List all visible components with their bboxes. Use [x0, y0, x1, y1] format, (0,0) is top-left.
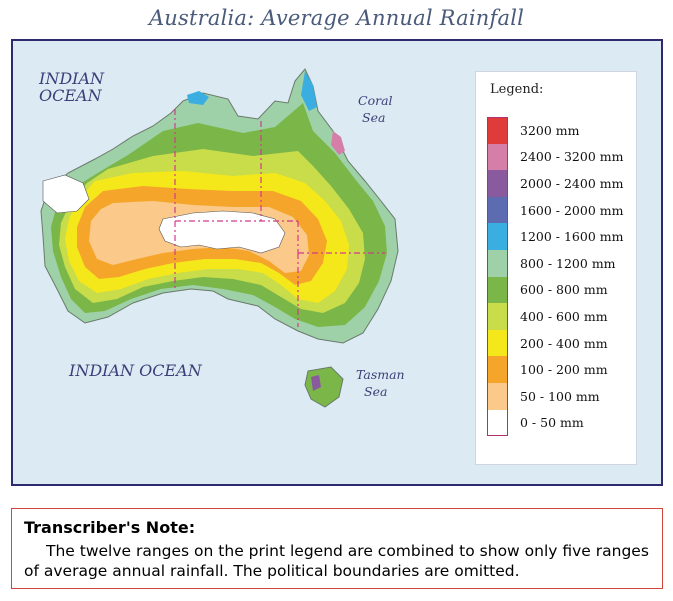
legend-label: 2000 - 2400 mm [520, 175, 624, 191]
coral-sea-line2: Sea [362, 109, 386, 125]
tasman-sea-line2: Sea [364, 383, 388, 399]
legend-label: 400 - 600 mm [520, 308, 608, 324]
tasmania [304, 366, 344, 408]
legend-label: 600 - 800 mm [520, 282, 608, 298]
cape-york-wet [301, 71, 317, 111]
legend-item: 50 - 100 mm [487, 382, 623, 410]
tasman-sea-line1: Tasman [356, 367, 405, 382]
legend-swatch [487, 329, 508, 357]
ocean-nw-line2: OCEAN [39, 85, 102, 105]
legend-title: Legend: [490, 82, 544, 97]
coral-sea-label: Coral Sea [358, 93, 418, 127]
legend-item: 2400 - 3200 mm [487, 143, 624, 171]
legend-list: 3200 mm 2400 - 3200 mm 2000 - 2400 mm 1600 … [487, 117, 624, 437]
legend-item: 2000 - 2400 mm [487, 170, 623, 197]
legend-label: 0 - 50 mm [520, 415, 584, 431]
legend-swatch [487, 276, 508, 304]
legend-label: 100 - 200 mm [520, 362, 608, 378]
legend-item: 400 - 600 mm [487, 303, 623, 330]
legend-swatch [487, 303, 508, 330]
legend-item: 3200 mm [487, 117, 623, 144]
legend-item: 1600 - 2000 mm [487, 196, 624, 224]
note-body: The twelve ranges on the print legend ar… [24, 542, 649, 580]
coral-sea-line1: Coral [358, 93, 393, 108]
ocean-nw-line1: INDIAN [39, 69, 105, 88]
legend-swatch [487, 223, 508, 250]
legend-label: 1600 - 2000 mm [520, 202, 624, 218]
queensland-coast-wet [331, 131, 345, 155]
legend-item: 200 - 400 mm [487, 329, 623, 357]
legend-item: 600 - 800 mm [487, 276, 623, 304]
indian-ocean-label-south: INDIAN OCEAN [69, 361, 202, 380]
legend-swatch [487, 196, 508, 224]
legend-label: 3200 mm [520, 122, 580, 138]
map-legend: Legend: 3200 mm 2400 - 3200 mm 2000 - 2400… [475, 71, 637, 465]
map-title: Australia: Average Annual Rainfall [148, 6, 525, 30]
legend-swatch [487, 170, 508, 197]
tasman-sea-label: Tasman Sea [356, 367, 416, 401]
legend-item: 0 - 50 mm [487, 409, 623, 437]
rainfall-map: INDIAN OCEAN INDIAN OCEAN Coral Sea Tasm… [11, 39, 663, 486]
legend-swatch [487, 409, 508, 437]
note-heading: Transcriber's Note: [24, 518, 196, 537]
transcribers-note: Transcriber's Note: The twelve ranges on… [11, 508, 663, 589]
legend-swatch [487, 382, 508, 410]
legend-label: 1200 - 1600 mm [520, 229, 624, 245]
state-boundaries [174, 109, 385, 327]
legend-label: 200 - 400 mm [520, 335, 608, 351]
indian-ocean-label-nw: INDIAN OCEAN [39, 69, 105, 105]
legend-swatch [487, 143, 508, 171]
legend-swatch [487, 356, 508, 383]
arnhem-wet [187, 91, 209, 105]
legend-item: 800 - 1200 mm [487, 249, 623, 277]
legend-swatch [487, 249, 508, 277]
legend-label: 800 - 1200 mm [520, 255, 616, 271]
legend-item: 1200 - 1600 mm [487, 223, 623, 250]
legend-swatch [487, 117, 508, 144]
legend-item: 100 - 200 mm [487, 356, 623, 383]
legend-label: 50 - 100 mm [520, 388, 600, 404]
tasmania-west-wet [311, 375, 321, 391]
band-0-50-west [42, 174, 90, 214]
australia-map-graphic [40, 68, 399, 408]
legend-label: 2400 - 3200 mm [520, 149, 624, 165]
